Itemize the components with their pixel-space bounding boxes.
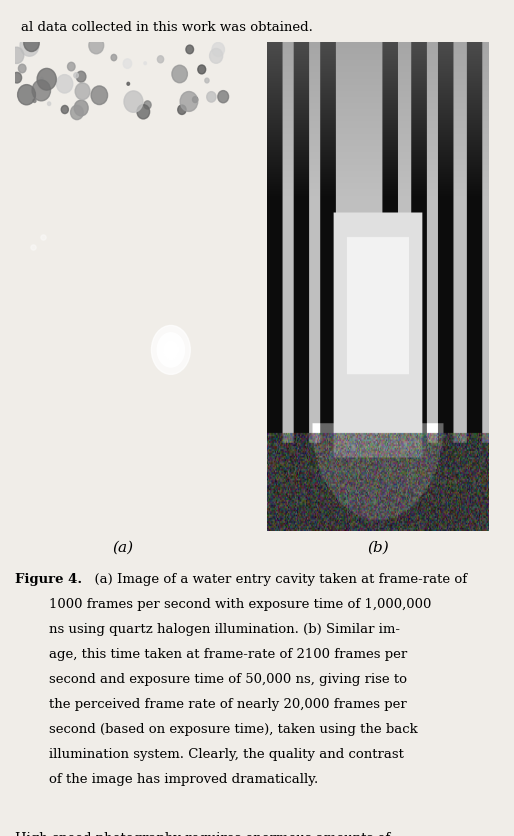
Ellipse shape: [212, 43, 225, 57]
Text: second (based on exposure time), taken using the back: second (based on exposure time), taken u…: [15, 723, 418, 737]
Ellipse shape: [207, 92, 216, 102]
Ellipse shape: [32, 80, 50, 101]
Ellipse shape: [89, 37, 104, 54]
Ellipse shape: [186, 45, 194, 54]
Ellipse shape: [210, 48, 223, 64]
Ellipse shape: [205, 78, 209, 83]
Ellipse shape: [178, 105, 186, 115]
Ellipse shape: [74, 100, 88, 116]
Ellipse shape: [137, 104, 150, 119]
Ellipse shape: [76, 71, 86, 82]
Ellipse shape: [198, 65, 206, 74]
Text: (a): (a): [113, 541, 134, 555]
Text: al data collected in this work was obtained.: al data collected in this work was obtai…: [21, 21, 313, 34]
Ellipse shape: [172, 65, 188, 83]
Point: [40, 231, 48, 244]
Text: (b): (b): [367, 541, 389, 555]
Ellipse shape: [123, 59, 132, 69]
Ellipse shape: [47, 102, 51, 105]
Text: Figure 4.: Figure 4.: [15, 573, 83, 586]
Ellipse shape: [61, 105, 68, 114]
Text: 1000 frames per second with exposure time of 1,000,000: 1000 frames per second with exposure tim…: [15, 598, 432, 611]
Ellipse shape: [75, 83, 90, 99]
Ellipse shape: [37, 69, 57, 90]
Ellipse shape: [124, 91, 143, 112]
Ellipse shape: [20, 35, 39, 56]
Ellipse shape: [74, 73, 78, 78]
Text: High-speed photography requires enormous amounts of: High-speed photography requires enormous…: [15, 832, 391, 836]
Text: illumination system. Clearly, the quality and contrast: illumination system. Clearly, the qualit…: [15, 748, 405, 762]
Ellipse shape: [152, 325, 190, 375]
Text: ns using quartz halogen illumination. (b) Similar im-: ns using quartz halogen illumination. (b…: [15, 623, 400, 636]
Ellipse shape: [19, 64, 26, 73]
Ellipse shape: [70, 105, 83, 120]
Ellipse shape: [41, 77, 43, 80]
Text: age, this time taken at frame-rate of 2100 frames per: age, this time taken at frame-rate of 21…: [15, 648, 408, 661]
Ellipse shape: [9, 47, 24, 64]
Ellipse shape: [57, 74, 73, 93]
Ellipse shape: [12, 73, 22, 83]
Text: of the image has improved dramatically.: of the image has improved dramatically.: [15, 773, 319, 787]
Text: second and exposure time of 50,000 ns, giving rise to: second and exposure time of 50,000 ns, g…: [15, 673, 408, 686]
Ellipse shape: [192, 97, 198, 103]
Ellipse shape: [144, 101, 151, 109]
Ellipse shape: [157, 333, 185, 367]
Ellipse shape: [218, 90, 229, 103]
Point: [29, 241, 37, 254]
Text: (a) Image of a water entry cavity taken at frame-rate of: (a) Image of a water entry cavity taken …: [86, 573, 467, 586]
Ellipse shape: [91, 86, 107, 104]
Ellipse shape: [127, 82, 130, 85]
Ellipse shape: [157, 56, 163, 63]
Ellipse shape: [33, 99, 36, 103]
Text: the perceived frame rate of nearly 20,000 frames per: the perceived frame rate of nearly 20,00…: [15, 698, 407, 711]
Ellipse shape: [144, 62, 146, 64]
Ellipse shape: [163, 340, 179, 359]
Ellipse shape: [17, 84, 35, 104]
Ellipse shape: [180, 91, 198, 111]
Ellipse shape: [111, 54, 117, 61]
Ellipse shape: [24, 34, 39, 52]
Ellipse shape: [67, 63, 75, 71]
